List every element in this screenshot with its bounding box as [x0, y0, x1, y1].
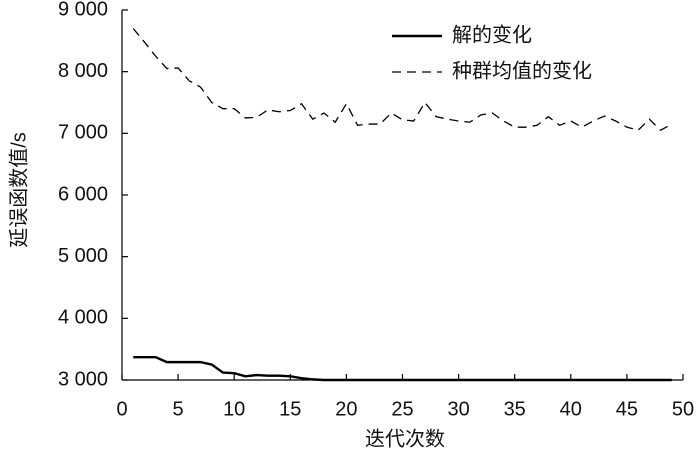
x-axis-label: 迭代次数 — [365, 427, 445, 450]
x-tick-label: 35 — [504, 398, 526, 420]
y-tick-label: 5 000 — [58, 245, 108, 267]
x-tick-label: 0 — [116, 398, 127, 420]
x-tick-label: 15 — [279, 398, 301, 420]
x-tick-label: 10 — [223, 398, 245, 420]
y-tick-label: 4 000 — [58, 307, 108, 329]
series-line — [132, 28, 673, 132]
y-tick-label: 3 000 — [58, 368, 108, 390]
legend-label: 解的变化 — [452, 23, 532, 46]
y-tick-label: 6 000 — [58, 183, 108, 205]
y-tick-label: 8 000 — [58, 60, 108, 82]
x-tick-label: 50 — [672, 398, 694, 420]
y-axis-label: 延误函数值/s — [7, 132, 30, 248]
x-tick-label: 30 — [447, 398, 469, 420]
series-line — [133, 355, 672, 382]
x-tick-label: 40 — [560, 398, 582, 420]
x-tick-label: 5 — [173, 398, 184, 420]
x-tick-label: 45 — [616, 398, 638, 420]
y-tick-label: 9 000 — [58, 0, 108, 20]
legend-label: 种群均值的变化 — [452, 59, 592, 82]
x-tick-label: 20 — [335, 398, 357, 420]
x-tick-label: 25 — [391, 398, 413, 420]
y-tick-label: 7 000 — [58, 122, 108, 144]
